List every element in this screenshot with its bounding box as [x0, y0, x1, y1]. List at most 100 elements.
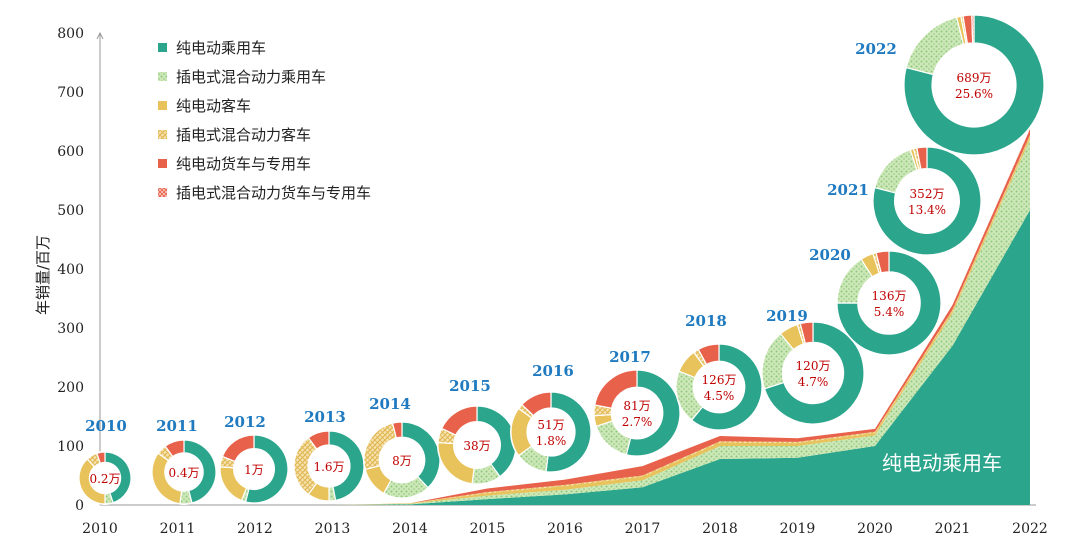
donut-slice [96, 451, 106, 464]
donut-slice [690, 343, 763, 431]
x-tick-label: 2021 [935, 521, 971, 537]
x-tick-label: 2017 [625, 521, 661, 537]
donut-2016: 2016 51万 1.8% [510, 362, 592, 473]
donut-year-label: 2019 [766, 307, 808, 325]
y-tick-label: 800 [57, 26, 84, 42]
donut-year-label: 2011 [156, 417, 198, 435]
donut-share-label: 1.8% [536, 434, 567, 448]
donut-slice [244, 434, 289, 504]
legend-swatch-bev_car [158, 43, 167, 52]
x-tick-label: 2020 [857, 521, 893, 537]
y-tick-label: 600 [57, 144, 84, 160]
y-axis-arrow [96, 31, 104, 40]
donut-year-label: 2020 [809, 246, 851, 264]
donut-2011: 2011 0.4万 [151, 417, 217, 505]
donut-year-label: 2021 [827, 181, 869, 199]
x-tick-label: 2012 [237, 521, 273, 537]
donut-2018: 2018 126万 4.5% [675, 312, 763, 431]
donut-slice [872, 146, 982, 256]
x-tick-label: 2022 [1012, 521, 1048, 537]
donut-2014: 2014 8万 [363, 395, 441, 499]
donut-share-label: 25.6% [955, 87, 993, 101]
y-tick-label: 700 [57, 85, 84, 101]
donut-share-label: 2.7% [622, 415, 653, 429]
donut-sales-label: 51万 [537, 418, 564, 432]
donut-2015: 2015 38万 [437, 377, 517, 485]
donut-year-label: 2017 [609, 348, 651, 366]
donut-slice [697, 343, 720, 366]
legend-label-bev_truck: 纯电动货车与专用车 [176, 155, 311, 173]
donut-year-label: 2018 [685, 312, 727, 330]
donut-charts: 2010 0.2万 2011 0.4万 2012 1万 2013 1.6万 2014 8万 2015… [78, 14, 1045, 505]
donut-sales-label: 0.2万 [89, 472, 120, 486]
y-tick-label: 100 [57, 439, 84, 455]
donut-slice [903, 14, 1045, 156]
donut-2021: 2021 352万 13.4% [827, 146, 982, 256]
donut-sales-label: 120万 [796, 359, 831, 373]
donut-2022: 2022 689万 25.6% [855, 14, 1045, 156]
x-tick-label: 2018 [702, 521, 738, 537]
donut-sales-label: 38万 [463, 439, 490, 453]
x-tick-label: 2019 [780, 521, 816, 537]
donut-slice [520, 391, 552, 417]
donut-slice [440, 405, 478, 436]
donut-year-label: 2012 [224, 413, 266, 431]
donut-sales-label: 0.4万 [168, 466, 199, 480]
donut-slice [763, 321, 865, 425]
donut-2012: 2012 1万 [219, 413, 289, 504]
legend-swatch-bev_truck [158, 159, 167, 168]
x-tick-label: 2010 [82, 521, 118, 537]
donut-sales-label: 136万 [872, 289, 907, 303]
area-label: 纯电动乘用车 [882, 451, 1002, 475]
donut-slice [164, 439, 185, 458]
donut-share-label: 4.5% [704, 389, 735, 403]
donut-slice [836, 250, 942, 356]
legend: 纯电动乘用车插电式混合动力乘用车纯电动客车插电式混合动力客车纯电动货车与专用车插… [158, 39, 371, 202]
donut-slice [391, 421, 403, 439]
donut-sales-label: 126万 [702, 373, 737, 387]
x-tick-label: 2011 [160, 521, 196, 537]
legend-label-phev_car: 插电式混合动力乘用车 [176, 68, 326, 86]
x-tick-label: 2015 [470, 521, 506, 537]
x-tick-label: 2014 [392, 521, 428, 537]
x-tick-label: 2013 [315, 521, 351, 537]
donut-year-label: 2016 [532, 362, 574, 380]
donut-slice [545, 391, 592, 473]
donut-sales-label: 1万 [244, 463, 264, 477]
donut-slice [594, 369, 638, 409]
donut-share-label: 13.4% [908, 203, 946, 217]
y-axis-label: 年销量/百万 [34, 235, 52, 315]
y-tick-label: 200 [57, 380, 84, 396]
donut-2019: 2019 120万 4.7% [761, 307, 865, 425]
stacked-areas [100, 128, 1030, 506]
donut-sales-label: 689万 [957, 71, 992, 85]
legend-swatch-bev_bus [158, 101, 167, 110]
donut-slice [307, 430, 330, 450]
donut-sales-label: 352万 [910, 187, 945, 201]
donut-sales-label: 8万 [392, 454, 412, 468]
y-tick-label: 500 [57, 203, 84, 219]
donut-slice [625, 369, 681, 457]
donut-year-label: 2022 [855, 40, 897, 58]
donut-slice [971, 14, 975, 44]
donut-share-label: 4.7% [798, 375, 829, 389]
donut-slice [916, 146, 928, 170]
donut-sales-label: 81万 [623, 399, 650, 413]
legend-swatch-phev_bus [158, 130, 167, 139]
donut-2010: 2010 0.2万 [78, 417, 132, 505]
donut-2017: 2017 81万 2.7% [593, 348, 681, 457]
donut-slice [799, 321, 814, 345]
y-tick-label: 0 [75, 498, 84, 514]
donut-slice [875, 250, 890, 274]
donut-year-label: 2015 [449, 377, 491, 395]
legend-label-bev_car: 纯电动乘用车 [176, 39, 266, 57]
legend-swatch-phev_truck [158, 188, 167, 197]
legend-label-phev_truck: 插电式混合动力货车与专用车 [176, 184, 371, 202]
area-bev_car [100, 210, 1030, 505]
legend-label-phev_bus: 插电式混合动力客车 [176, 126, 311, 144]
donut-year-label: 2010 [85, 417, 127, 435]
donut-slice [221, 434, 255, 463]
donut-sales-label: 1.6万 [313, 460, 344, 474]
